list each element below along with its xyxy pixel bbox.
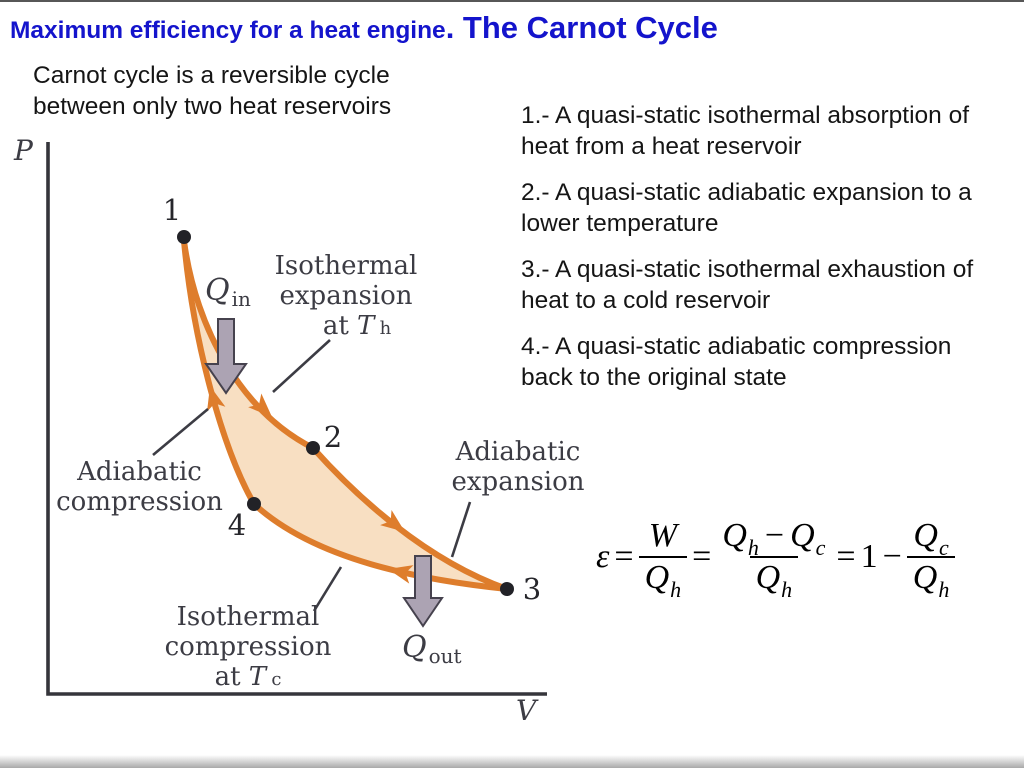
adiabatic-compression-label: Adiabatic compression <box>52 457 227 517</box>
intro-line-1: Carnot cycle is a reversible cycle <box>33 62 390 89</box>
title-emphasis: . The Carnot Cycle <box>445 10 718 45</box>
minus-sign: − <box>882 538 902 575</box>
one-literal: 1 <box>860 538 878 575</box>
fraction-qh-minus-qc-over-qh: Qh − Qc Qh <box>722 516 826 602</box>
isothermal-expansion-line3: at T h <box>322 311 392 341</box>
state-point-3-dot <box>500 582 514 596</box>
carnot-steps-list: 1.- A quasi-static isothermal absorption… <box>521 100 993 408</box>
isothermal-compression-line1: Isothermal <box>176 602 320 632</box>
isothermal-compression-line2: compression <box>164 632 332 662</box>
state-point-1-dot <box>177 230 191 244</box>
title-prefix: Maximum efficiency for a heat engine <box>10 17 446 44</box>
state-point-3-label: 3 <box>522 572 542 606</box>
isothermal-expansion-leader-line <box>272 339 331 393</box>
isothermal-expansion-label: Isothermal expansion at T h <box>272 251 420 344</box>
volume-axis-label: V <box>516 694 537 727</box>
heat-out-arrow-icon <box>402 555 444 628</box>
heat-in-subscript: in <box>231 287 251 311</box>
list-item: 3.- A quasi-static isothermal exhaustion… <box>521 256 974 314</box>
equals-sign: = <box>614 538 634 575</box>
fraction-qc-over-qh: Qc Qh <box>906 517 956 602</box>
page-title: Maximum efficiency for a heat engine. Th… <box>10 11 718 51</box>
flow-arrow-3-4 <box>388 565 414 584</box>
state-point-4-dot <box>247 497 261 511</box>
intro-line-2: between only two heat reservoirs <box>33 93 392 120</box>
adiabatic-expansion-leader-line <box>450 501 472 558</box>
intro-text: Carnot cycle is a reversible cycle betwe… <box>33 60 391 122</box>
isothermal-compression-leader-line <box>312 566 343 612</box>
heat-in-symbol: Q <box>205 273 230 308</box>
slide-bottom-edge <box>0 755 1024 768</box>
isothermal-compression-label: Isothermal compression at T c <box>164 602 332 695</box>
pv-axes <box>46 142 547 696</box>
state-point-2-label: 2 <box>323 420 343 454</box>
state-point-2-dot <box>306 441 320 455</box>
flow-arrow-4-1 <box>207 386 226 412</box>
isothermal-compression-line3: at T c <box>214 662 282 692</box>
pressure-axis-label: P <box>14 134 33 167</box>
state-point-4-label: 4 <box>227 508 247 542</box>
isothermal-expansion-line1: Isothermal <box>274 251 418 281</box>
heat-out-subscript: out <box>428 644 462 668</box>
heat-out-symbol: Q <box>402 630 427 665</box>
list-item: 2.- A quasi-static adiabatic expansion t… <box>521 179 972 237</box>
epsilon-symbol: ε <box>596 538 610 575</box>
list-item: 1.- A quasi-static isothermal absorption… <box>521 102 970 160</box>
equals-sign: = <box>692 538 712 575</box>
adiabatic-compression-leader-line <box>152 408 209 456</box>
adiabatic-expansion-line2: expansion <box>451 467 585 497</box>
fraction-w-over-qh: W Qh <box>638 517 688 602</box>
isothermal-expansion-line2: expansion <box>279 281 413 311</box>
efficiency-equation: ε = W Qh = Qh − Qc Qh = 1 − Qc Qh <box>596 494 956 620</box>
slide-top-edge <box>0 0 1024 2</box>
adiabatic-compression-line2: compression <box>56 487 223 517</box>
cycle-fill-region <box>184 241 507 589</box>
flow-arrow-1-2 <box>248 393 272 417</box>
isothermal-compression-curve <box>251 501 510 592</box>
state-point-1-label: 1 <box>162 193 182 227</box>
heat-in-arrow-icon <box>204 318 248 395</box>
adiabatic-expansion-label: Adiabatic expansion <box>444 437 592 497</box>
flow-arrow-2-3 <box>380 509 405 532</box>
list-item: 4.- A quasi-static adiabatic compression… <box>521 333 952 391</box>
equals-sign: = <box>836 538 856 575</box>
adiabatic-compression-line1: Adiabatic <box>77 457 202 487</box>
adiabatic-expansion-line1: Adiabatic <box>455 437 581 467</box>
